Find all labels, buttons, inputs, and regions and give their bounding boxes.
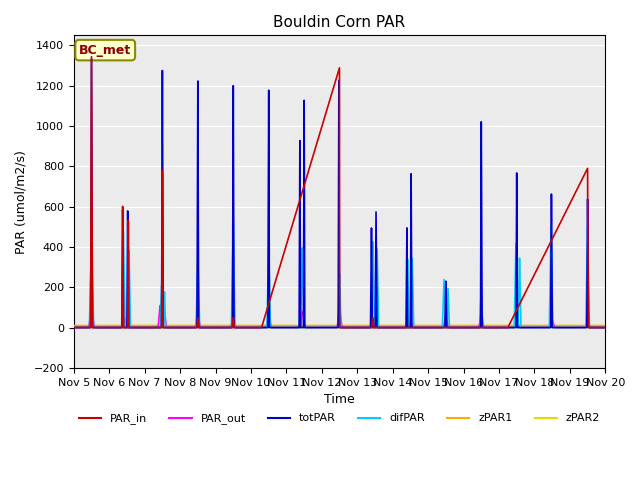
difPAR: [489, 324, 497, 330]
Line: PAR_in: PAR_in: [74, 57, 605, 327]
difPAR: [165, 324, 173, 330]
PAR_out: [70, 324, 77, 330]
zPAR1: [601, 324, 609, 329]
zPAR2: [165, 324, 173, 329]
difPAR: [459, 324, 467, 330]
totPAR: [320, 324, 328, 330]
PAR_in: [320, 118, 328, 124]
Line: totPAR: totPAR: [74, 59, 605, 327]
zPAR1: [165, 324, 173, 329]
PAR_in: [70, 324, 77, 330]
X-axis label: Time: Time: [324, 393, 355, 406]
totPAR: [88, 56, 95, 61]
totPAR: [166, 324, 173, 330]
totPAR: [459, 324, 467, 330]
PAR_in: [88, 54, 95, 60]
difPAR: [429, 324, 437, 330]
totPAR: [489, 324, 497, 330]
totPAR: [70, 324, 77, 330]
totPAR: [429, 324, 437, 330]
zPAR1: [319, 324, 327, 329]
PAR_in: [489, 324, 497, 330]
zPAR2: [601, 324, 609, 329]
Y-axis label: PAR (umol/m2/s): PAR (umol/m2/s): [15, 150, 28, 253]
PAR_in: [601, 324, 609, 330]
Title: Bouldin Corn PAR: Bouldin Corn PAR: [273, 15, 406, 30]
PAR_out: [489, 324, 497, 330]
Line: difPAR: difPAR: [74, 221, 605, 327]
zPAR2: [319, 324, 327, 329]
zPAR1: [602, 324, 609, 329]
PAR_in: [429, 324, 437, 330]
zPAR2: [70, 324, 77, 329]
totPAR: [601, 324, 609, 330]
difPAR: [70, 324, 77, 330]
difPAR: [601, 324, 609, 330]
PAR_out: [459, 324, 467, 330]
zPAR1: [429, 324, 437, 329]
difPAR: [320, 324, 328, 330]
PAR_out: [601, 324, 609, 330]
zPAR1: [459, 324, 467, 329]
Text: BC_met: BC_met: [79, 44, 131, 57]
totPAR: [602, 324, 609, 330]
PAR_in: [166, 324, 173, 330]
PAR_out: [166, 324, 173, 330]
PAR_out: [320, 324, 328, 330]
PAR_out: [156, 302, 164, 308]
difPAR: [229, 218, 237, 224]
PAR_out: [602, 324, 609, 330]
PAR_in: [602, 324, 609, 330]
difPAR: [602, 324, 609, 330]
PAR_out: [429, 324, 437, 330]
zPAR1: [70, 324, 77, 329]
zPAR2: [459, 324, 467, 329]
PAR_in: [459, 324, 467, 330]
zPAR2: [489, 324, 497, 329]
zPAR2: [429, 324, 437, 329]
zPAR1: [489, 324, 497, 329]
Line: PAR_out: PAR_out: [74, 305, 605, 327]
zPAR2: [602, 324, 609, 329]
Legend: PAR_in, PAR_out, totPAR, difPAR, zPAR1, zPAR2: PAR_in, PAR_out, totPAR, difPAR, zPAR1, …: [74, 409, 605, 429]
